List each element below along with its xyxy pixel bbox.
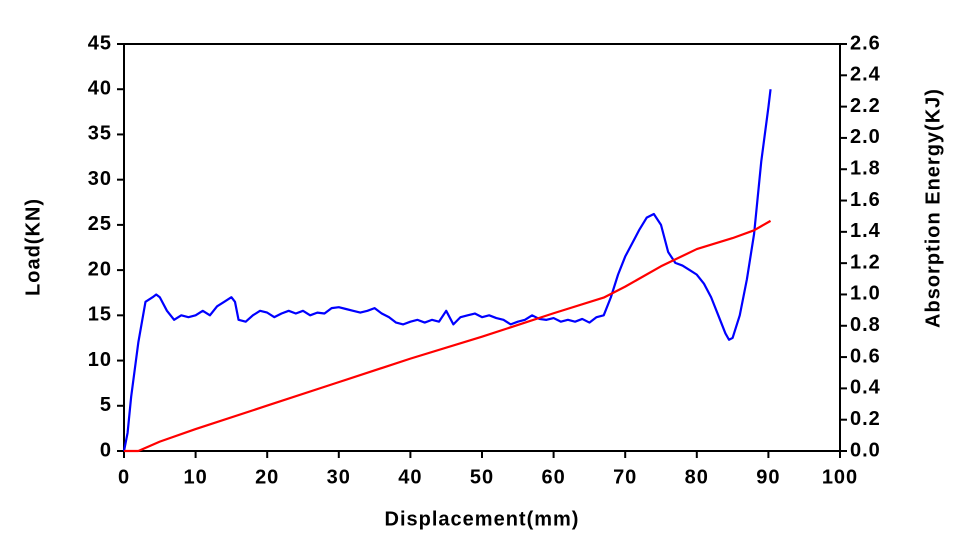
y2-tick-label: 0.2 (850, 408, 881, 430)
x-tick-label: 80 (685, 466, 709, 488)
y-tick-label: 30 (88, 168, 112, 190)
x-tick-label: 40 (398, 466, 422, 488)
y2-tick-label: 1.8 (850, 158, 881, 180)
x-tick-label: 10 (183, 466, 207, 488)
x-axis-label: Displacement(mm) (385, 508, 580, 530)
y2-tick-label: 2.4 (850, 64, 881, 86)
x-tick-label: 100 (822, 466, 858, 488)
y-axis-label: Load(KN) (22, 198, 44, 296)
y2-tick-label: 2.6 (850, 32, 881, 54)
x-tick-label: 90 (756, 466, 780, 488)
y-tick-label: 5 (100, 394, 112, 416)
y2-tick-label: 1.0 (850, 283, 881, 305)
x-tick-label: 70 (613, 466, 637, 488)
x-tick-label: 60 (541, 466, 565, 488)
plot-frame (123, 43, 841, 452)
y2-tick-label: 0.0 (850, 439, 881, 461)
data-line (122, 89, 772, 452)
y-tick-label: 15 (88, 304, 112, 326)
y-tick-label: 40 (88, 78, 112, 100)
y-tick-label: 20 (88, 258, 112, 280)
data-line (124, 219, 772, 453)
x-tick-label: 0 (118, 466, 130, 488)
x-tick-label: 50 (470, 466, 494, 488)
y2-tick-label: 0.4 (850, 377, 881, 399)
x-tick-label: 20 (255, 466, 279, 488)
y2-tick-label: 1.2 (850, 251, 881, 273)
y2-tick-label: 1.6 (850, 189, 881, 211)
y2-tick-label: 2.0 (850, 126, 881, 148)
y2-tick-label: 0.8 (850, 314, 881, 336)
y2-tick-label: 1.4 (850, 220, 881, 242)
y2-tick-label: 0.6 (850, 345, 881, 367)
y2-tick-label: 2.2 (850, 95, 881, 117)
y-tick-label: 0 (100, 439, 112, 461)
x-tick-label: 30 (327, 466, 351, 488)
y-tick-label: 35 (88, 123, 112, 145)
y-tick-label: 45 (88, 32, 112, 54)
y2-axis-label: Absorption Energy(KJ) (922, 88, 944, 328)
y-tick-label: 25 (88, 213, 112, 235)
y-tick-label: 10 (88, 349, 112, 371)
